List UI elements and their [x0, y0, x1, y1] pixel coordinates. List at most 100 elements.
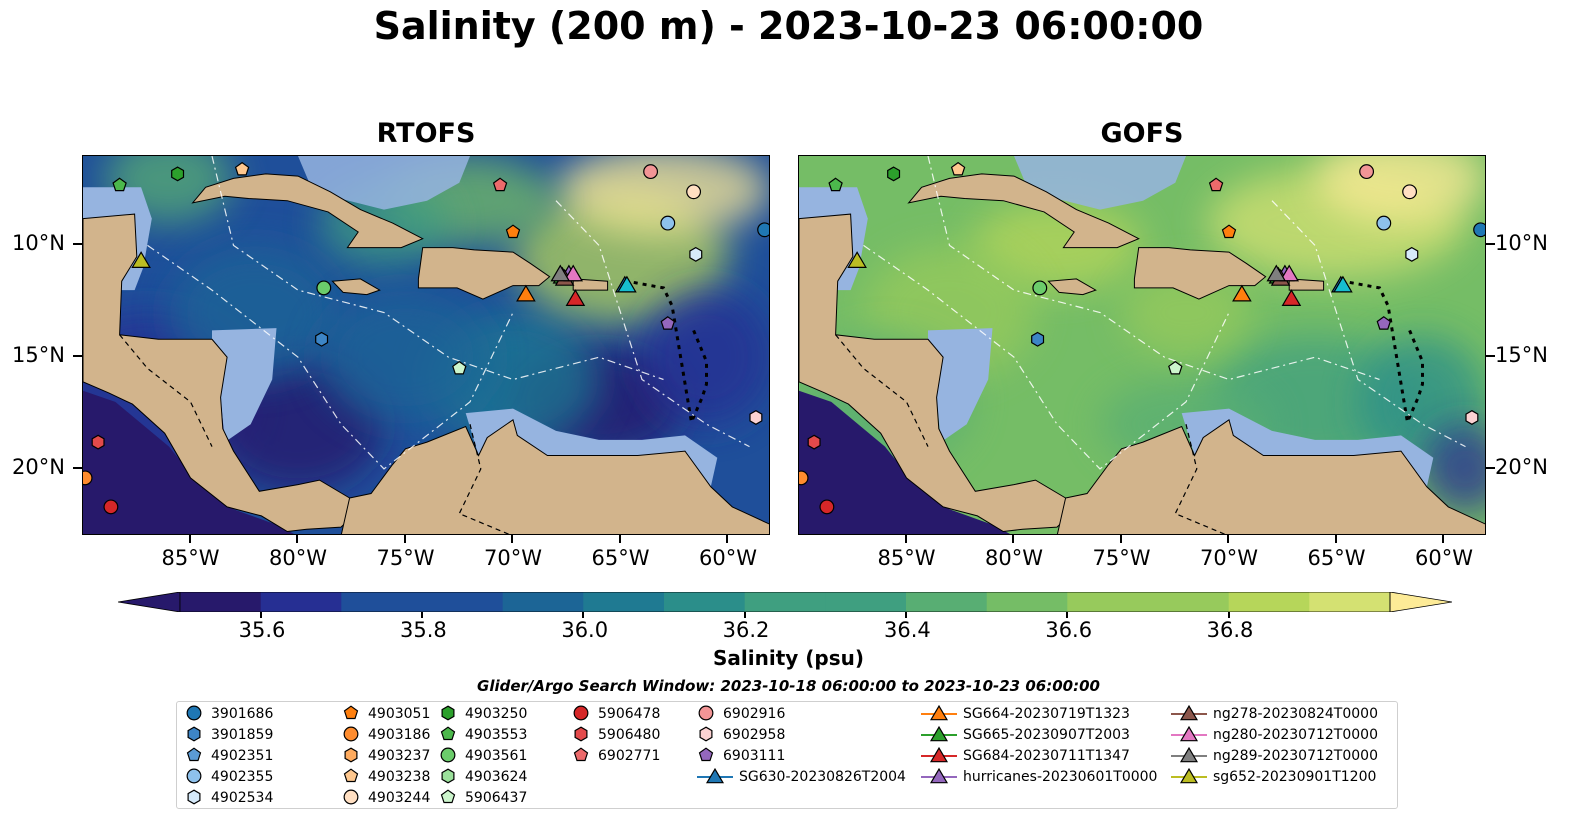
legend-item: 3901859 [185, 725, 273, 745]
colorbar-bin [1067, 592, 1149, 612]
platform-marker[interactable] [819, 499, 835, 515]
platform-marker[interactable] [1473, 222, 1486, 238]
platform-marker[interactable] [1232, 284, 1252, 302]
legend-label: 6903111 [723, 748, 786, 764]
platform-marker[interactable] [1333, 275, 1353, 293]
colorbar-bin [583, 592, 665, 612]
x-tick-label: 75°W [1092, 546, 1151, 570]
colorbar-tick-label: 35.6 [238, 618, 286, 642]
platform-marker[interactable] [660, 316, 676, 330]
platform-marker[interactable] [1402, 184, 1418, 200]
legend-marker [440, 789, 456, 804]
colorbar-bin [825, 592, 907, 612]
legend-marker [921, 746, 957, 763]
legend-marker [1171, 746, 1207, 763]
platform-marker[interactable] [316, 280, 332, 296]
legend-item: 4902351 [185, 746, 273, 766]
x-tick-mark [1227, 535, 1229, 543]
legend-item: SG665-20230907T2003 [921, 725, 1130, 745]
legend-item: 6902916 [697, 704, 785, 724]
rtofs-map[interactable] [82, 155, 770, 535]
platform-marker[interactable] [1376, 215, 1392, 231]
legend-marker [698, 705, 714, 721]
colorbar-bin [180, 592, 262, 612]
platform-marker[interactable] [1266, 264, 1287, 282]
x-tick-label: 65°W [1307, 546, 1366, 570]
legend-item: 5906437 [439, 788, 527, 808]
platform-marker[interactable] [828, 177, 843, 192]
platform-marker[interactable] [1405, 246, 1419, 262]
platform-marker[interactable] [91, 434, 105, 450]
platform-marker[interactable] [103, 499, 119, 515]
platform-marker[interactable] [563, 264, 584, 282]
x-tick-label: 80°W [985, 546, 1043, 570]
legend-item: 4903051 [342, 704, 430, 724]
platform-marker[interactable] [950, 161, 966, 176]
land-south-america [1056, 418, 1485, 534]
platform-marker[interactable] [112, 177, 127, 192]
platform-marker[interactable] [83, 470, 93, 486]
legend-item: SG664-20230719T1323 [921, 704, 1130, 724]
legend-item: 6902958 [697, 725, 785, 745]
platform-marker[interactable] [887, 166, 901, 182]
legend-label: 4903561 [465, 748, 528, 764]
platform-marker[interactable] [799, 470, 809, 486]
platform-marker[interactable] [749, 410, 763, 425]
platform-marker[interactable] [847, 251, 867, 268]
platform-marker[interactable] [492, 177, 508, 192]
platform-marker[interactable] [1031, 331, 1045, 347]
platform-marker[interactable] [234, 161, 250, 176]
platform-marker[interactable] [1359, 164, 1375, 180]
platform-marker[interactable] [1208, 177, 1224, 192]
legend-label: 4903250 [465, 706, 528, 722]
colorbar-tick-mark [582, 612, 585, 618]
pacific-ocean [799, 390, 1011, 534]
land-central-america [83, 213, 364, 533]
platform-marker[interactable] [1168, 360, 1183, 375]
platform-marker[interactable] [550, 264, 571, 282]
legend-marker [698, 747, 714, 762]
shelf [928, 328, 993, 443]
platform-marker[interactable] [565, 289, 586, 306]
y-tick-mark [1486, 355, 1495, 358]
legend-label: 5906478 [598, 706, 661, 722]
colorbar-label: Salinity (psu) [712, 646, 864, 670]
gofs-map[interactable] [798, 155, 1486, 535]
platform-marker[interactable] [643, 164, 659, 180]
legend-marker [1171, 704, 1207, 721]
legend-item: 4903238 [342, 767, 430, 787]
platform-marker[interactable] [1221, 224, 1237, 239]
platform-marker[interactable] [516, 284, 536, 302]
lesser-antilles [626, 279, 708, 428]
legend-item: 6903111 [697, 746, 785, 766]
platform-marker[interactable] [315, 331, 329, 347]
platform-marker[interactable] [757, 222, 770, 238]
land-hispaniola [1133, 247, 1267, 300]
platform-marker[interactable] [1279, 264, 1300, 282]
platform-marker[interactable] [686, 184, 702, 200]
platform-marker[interactable] [689, 246, 703, 262]
colorbar-frame [179, 592, 1391, 612]
panel-title-gofs: GOFS [1100, 118, 1184, 149]
legend-label: SG664-20230719T1323 [963, 706, 1130, 722]
platform-marker[interactable] [505, 224, 521, 239]
platform-marker[interactable] [1376, 316, 1392, 330]
legend-label: 4903237 [368, 748, 431, 764]
platform-marker[interactable] [131, 251, 151, 268]
salinity-patch [319, 290, 492, 425]
platform-marker[interactable] [171, 166, 185, 182]
platform-marker[interactable] [1032, 280, 1048, 296]
platform-marker[interactable] [617, 275, 637, 293]
y-tick-label: 20°N [1495, 454, 1548, 479]
search-window-note: Glider/Argo Search Window: 2023-10-18 06… [477, 677, 1100, 695]
platform-marker[interactable] [452, 360, 467, 375]
platform-marker[interactable] [1465, 410, 1479, 425]
legend-label: 4903051 [368, 706, 431, 722]
land-puerto-rico [1288, 278, 1325, 291]
figure-title: Salinity (200 m) - 2023-10-23 06:00:00 [373, 4, 1204, 48]
legend-item: 6902771 [572, 746, 660, 766]
x-tick-mark [1119, 535, 1122, 543]
platform-marker[interactable] [660, 215, 676, 231]
platform-marker[interactable] [807, 434, 821, 450]
platform-marker[interactable] [1281, 289, 1302, 306]
